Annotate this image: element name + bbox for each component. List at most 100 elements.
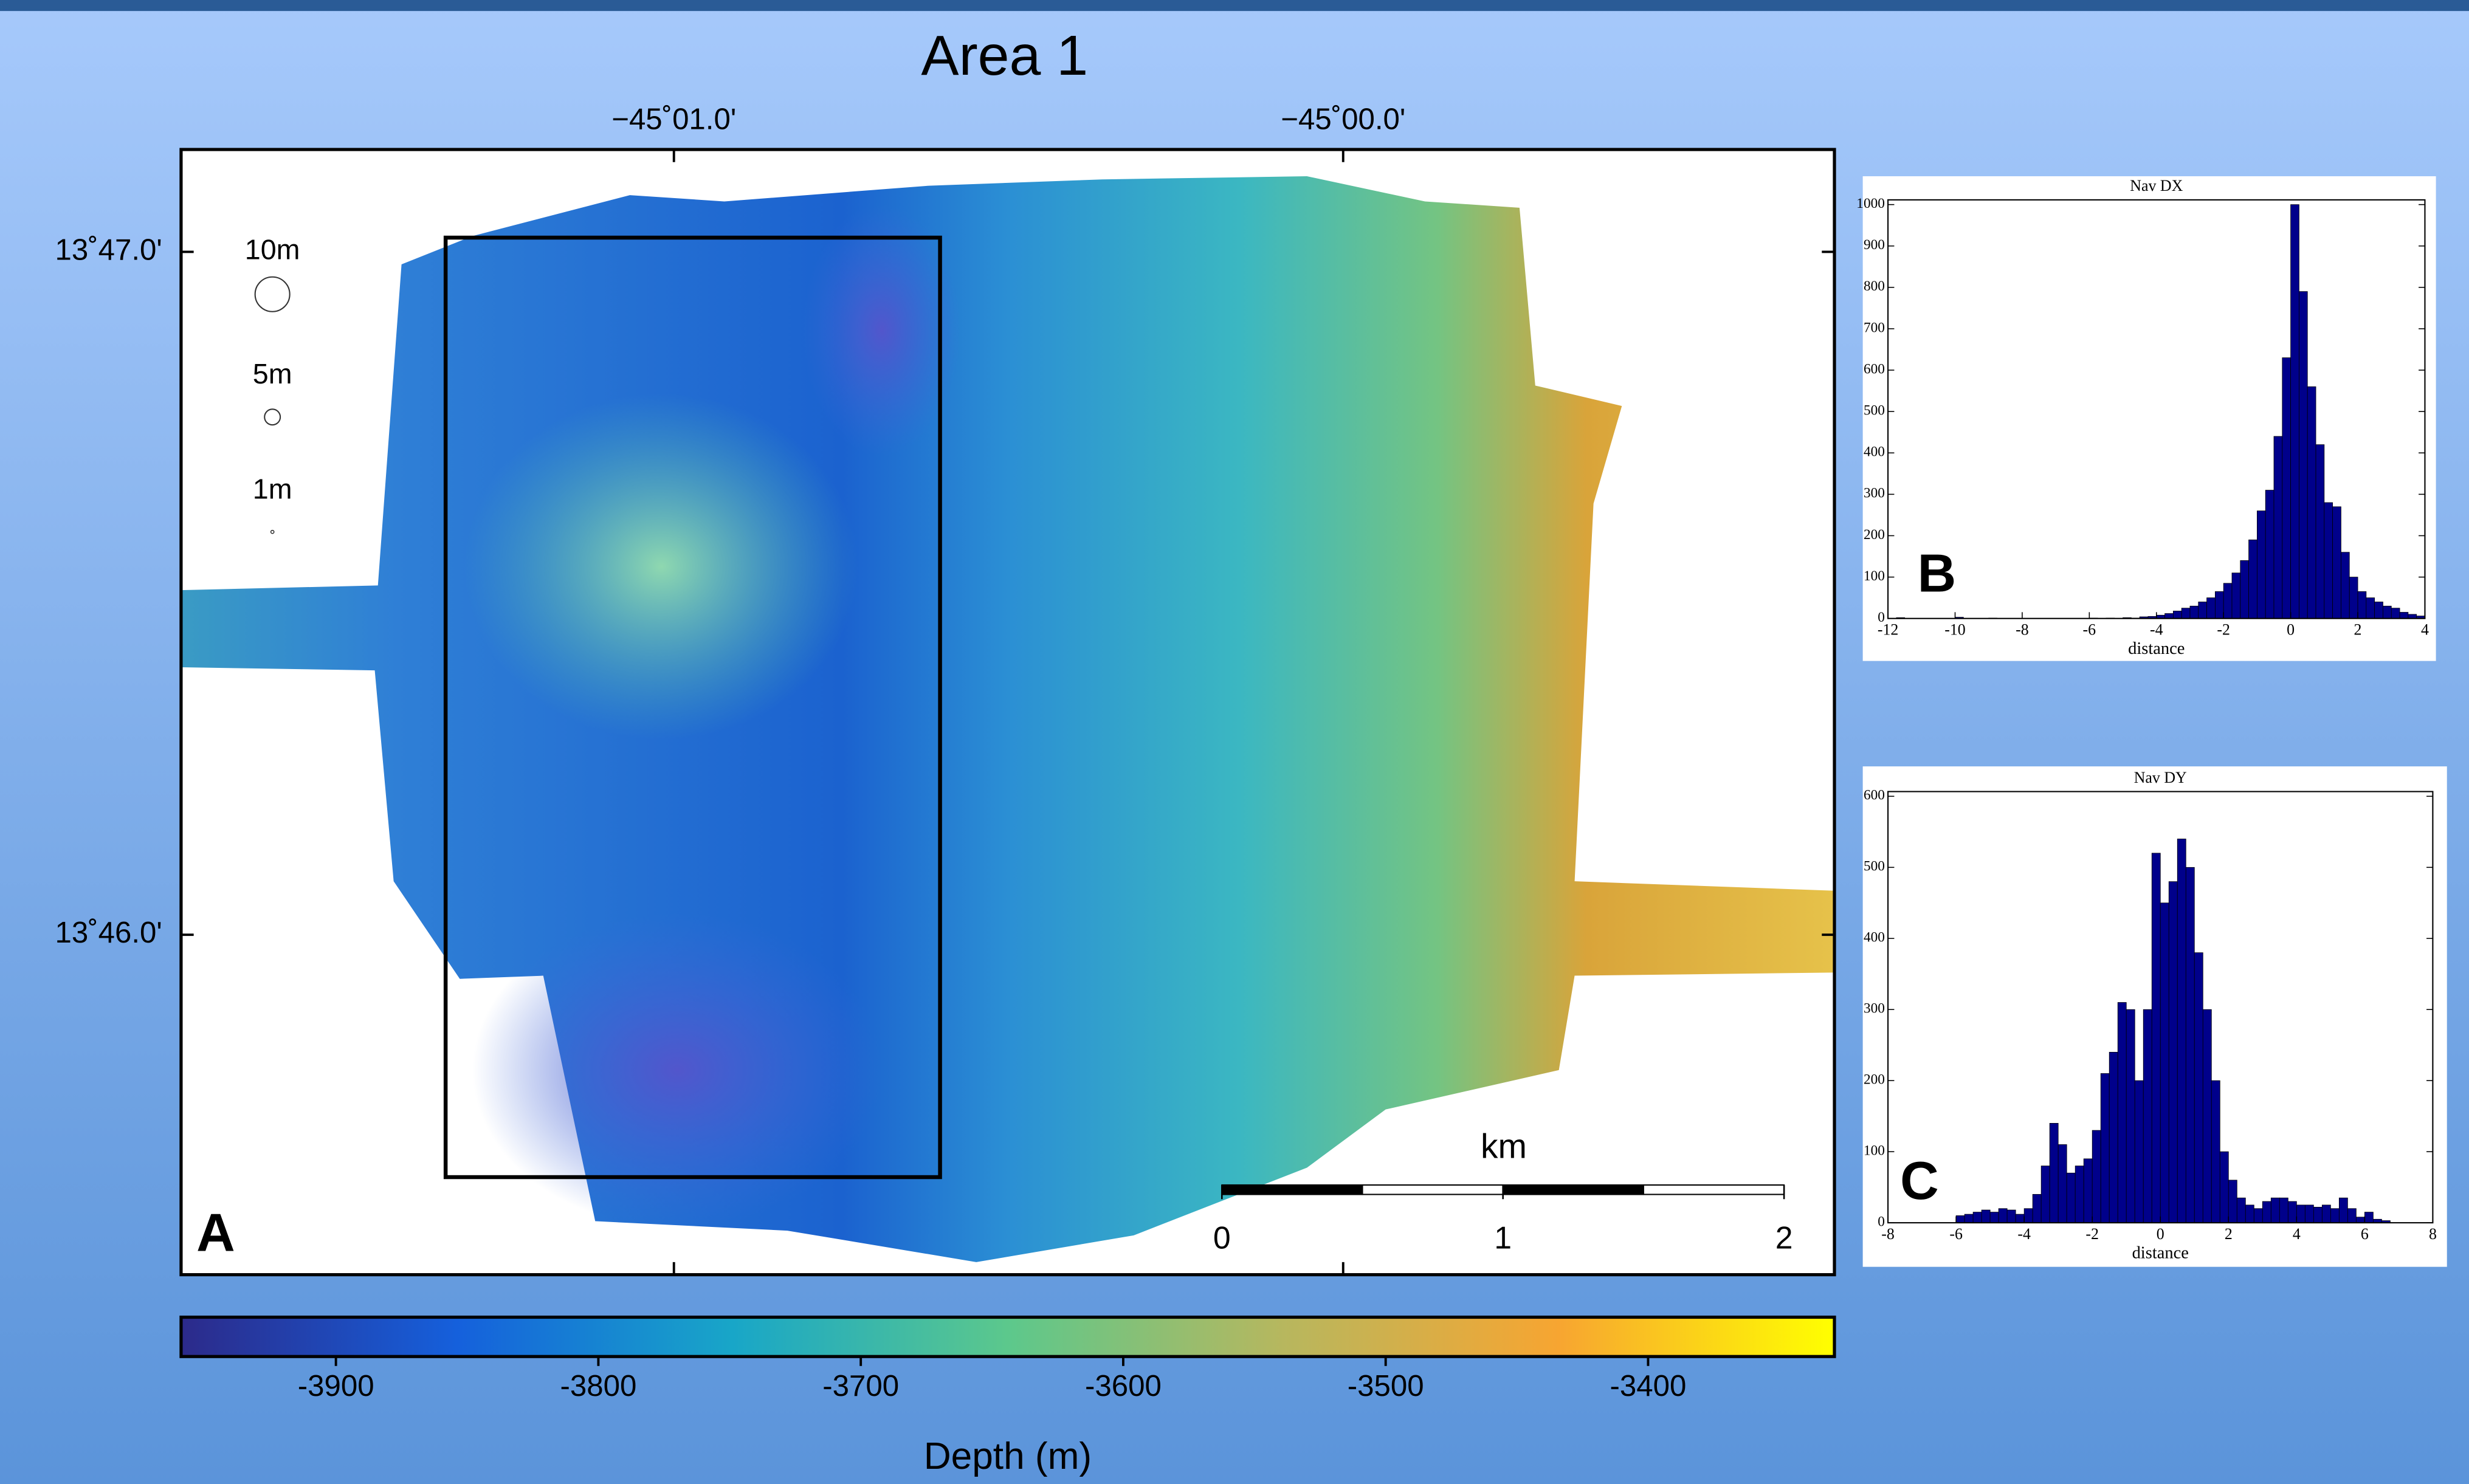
panel-label: B: [1918, 543, 1957, 603]
x-tick-label: −45˚00.0': [1281, 102, 1405, 136]
x-tick-label: -3600: [1085, 1369, 1162, 1403]
y-tick-label: 13˚46.0': [55, 916, 162, 949]
bar: [2245, 1205, 2254, 1223]
x-tick-label: -6: [1949, 1225, 1963, 1243]
bar: [2109, 1052, 2118, 1223]
bar: [2232, 573, 2240, 619]
scale-label: 2: [1775, 1220, 1793, 1255]
bar: [2254, 1209, 2262, 1223]
bar: [2274, 436, 2282, 619]
bar: [2207, 598, 2216, 619]
bar: [2228, 1180, 2237, 1223]
y-tick-label: 300: [1864, 1001, 1885, 1017]
bar: [2203, 1009, 2211, 1223]
x-tick-label: -3400: [1610, 1369, 1687, 1403]
bar: [2305, 1205, 2313, 1223]
y-tick-label: 100: [1864, 1143, 1885, 1159]
bar: [2356, 1217, 2364, 1223]
y-tick-label: 300: [1864, 486, 1885, 501]
bar: [2199, 602, 2207, 618]
bar: [2215, 591, 2223, 618]
bar: [2288, 1201, 2296, 1223]
scale-label: 1: [1494, 1220, 1512, 1255]
x-tick-label: 0: [2157, 1225, 2164, 1243]
scale-label: 0: [1213, 1220, 1231, 1255]
bar: [2016, 1214, 2024, 1223]
bar: [2265, 490, 2274, 619]
x-tick-label: −45˚01.0': [611, 102, 736, 136]
x-tick-label: -4: [2017, 1225, 2031, 1243]
bar: [2313, 1207, 2322, 1223]
x-tick-label: 2: [2225, 1225, 2233, 1243]
x-tick-label: 8: [2429, 1225, 2437, 1243]
bar: [2058, 1144, 2067, 1223]
bar: [2223, 583, 2232, 619]
y-tick-label: 1000: [1856, 196, 1885, 211]
bar: [2257, 511, 2265, 619]
bar: [2366, 598, 2375, 619]
deep-basin: [472, 913, 882, 1228]
y-tick-label: 13˚47.0': [55, 233, 162, 266]
scale-bar-segment: [1222, 1185, 1362, 1195]
bar: [2262, 1201, 2271, 1223]
x-tick-label: 4: [2421, 620, 2429, 638]
bar: [2299, 292, 2307, 619]
bar: [2339, 1198, 2347, 1223]
bar: [2152, 853, 2160, 1223]
bar: [2101, 1074, 2109, 1223]
bar: [2330, 1209, 2339, 1223]
bar: [2033, 1194, 2041, 1223]
chart-title: Area 1: [921, 24, 1088, 87]
y-tick-label: 100: [1864, 568, 1885, 584]
size-legend-label: 1m: [253, 473, 292, 504]
bar: [2324, 503, 2333, 619]
x-axis-title: distance: [2132, 1243, 2189, 1262]
bar: [2041, 1166, 2050, 1223]
size-legend-label: 5m: [253, 358, 292, 390]
bar: [2249, 540, 2257, 618]
bar: [2084, 1159, 2092, 1223]
bar: [2391, 608, 2400, 619]
x-tick-label: -3700: [822, 1369, 899, 1403]
bar: [2126, 1009, 2135, 1223]
y-tick-label: 200: [1864, 527, 1885, 543]
scale-bar-segment: [1503, 1185, 1644, 1195]
x-tick-label: -2: [2085, 1225, 2099, 1243]
bar: [2092, 1130, 2101, 1223]
bar: [2186, 867, 2194, 1223]
bar: [2322, 1205, 2330, 1223]
bar: [1956, 1215, 1965, 1223]
x-tick-label: -3900: [298, 1369, 374, 1403]
bar: [2307, 386, 2316, 618]
y-tick-label: 600: [1864, 361, 1885, 377]
y-tick-label: 0: [1878, 1214, 1885, 1229]
bar: [2349, 577, 2358, 619]
y-tick-label: 700: [1864, 320, 1885, 335]
y-tick-label: 600: [1864, 788, 1885, 803]
panel-label: A: [196, 1203, 235, 1263]
bar: [2177, 839, 2186, 1223]
bar: [2160, 903, 2169, 1223]
bar: [1990, 1212, 1999, 1223]
bar: [2296, 1205, 2305, 1223]
bar: [2135, 1080, 2143, 1223]
plateau: [464, 393, 858, 740]
bar: [2007, 1210, 2016, 1223]
bar: [2271, 1198, 2279, 1223]
x-tick-label: -2: [2217, 620, 2230, 638]
bar: [2165, 614, 2174, 619]
bar: [2282, 358, 2291, 619]
x-tick-label: -8: [2016, 620, 2029, 638]
bar: [2358, 591, 2366, 618]
top-bar: [0, 0, 2469, 11]
page: {"chart_data": [ {"type": "map", "title"…: [0, 0, 2469, 1484]
bar: [2190, 606, 2199, 618]
bar: [2173, 611, 2181, 618]
bar: [2194, 953, 2203, 1223]
bar: [2118, 1003, 2126, 1223]
y-tick-label: 800: [1864, 278, 1885, 294]
x-tick-label: 4: [2293, 1225, 2301, 1243]
x-tick-label: -3500: [1348, 1369, 1424, 1403]
bar: [1982, 1210, 1990, 1223]
bar: [1965, 1214, 1973, 1223]
